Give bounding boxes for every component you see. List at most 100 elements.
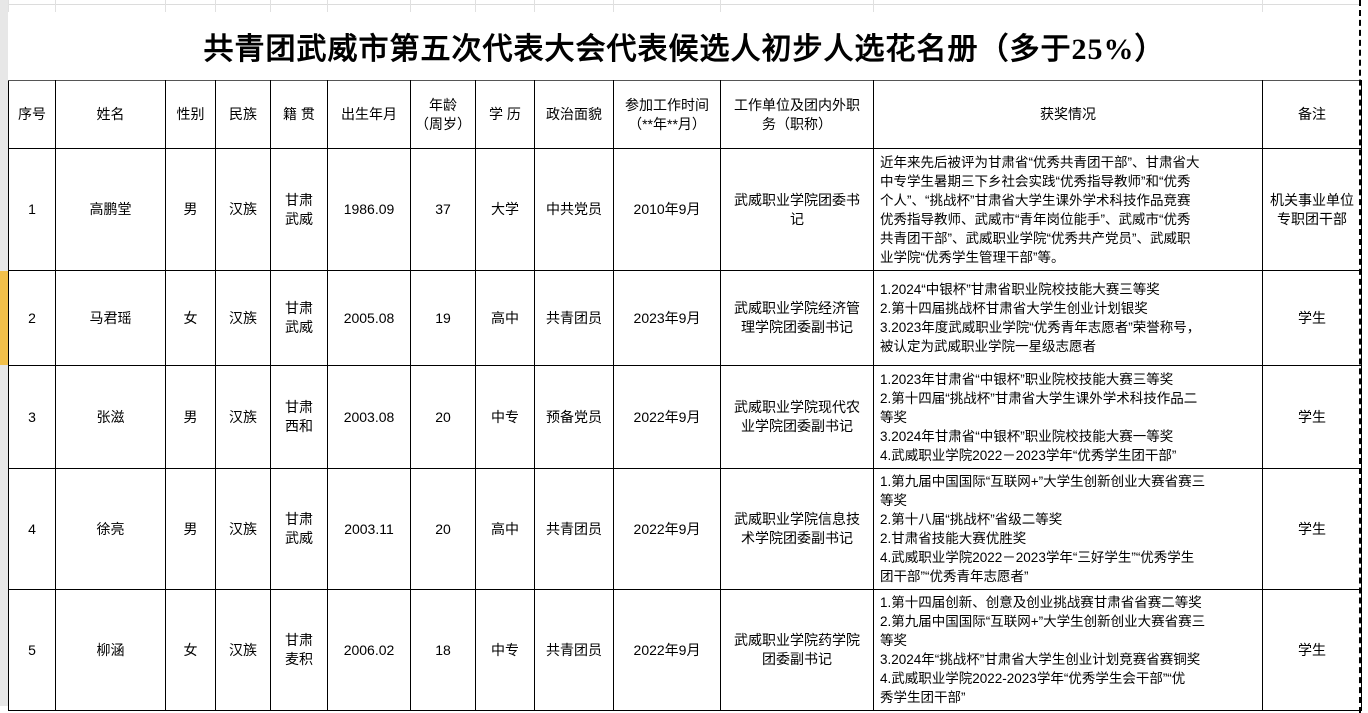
- cell-gender[interactable]: 女: [165, 270, 216, 366]
- cell-name[interactable]: 马君瑶: [55, 270, 166, 366]
- cell-age[interactable]: 20: [410, 468, 476, 590]
- cell-political-status[interactable]: 共青团员: [534, 468, 614, 590]
- cell-ethnicity[interactable]: 汉族: [215, 589, 271, 711]
- col-header-ethnicity[interactable]: 民族: [215, 80, 271, 149]
- top-gridline-vertical: [270, 0, 271, 12]
- cell-native-place[interactable]: 甘肃 麦积: [270, 589, 328, 711]
- cell-name[interactable]: 柳涵: [55, 589, 166, 711]
- cell-remark[interactable]: 学生: [1262, 589, 1362, 711]
- col-header-seq[interactable]: 序号: [8, 80, 56, 149]
- cell-seq[interactable]: 2: [8, 270, 56, 366]
- cell-awards[interactable]: 1.第十四届创新、创意及创业挑战赛甘肃省省赛二等奖 2.第九届中国国际“互联网+…: [873, 589, 1263, 711]
- cell-education[interactable]: 中专: [475, 589, 535, 711]
- cell-awards[interactable]: 1.2023年甘肃省“中银杯”职业院校技能大赛三等奖 2.第十四届“挑战杯”甘肃…: [873, 365, 1263, 469]
- top-gridline-vertical: [55, 0, 56, 12]
- cell-work-start[interactable]: 2022年9月: [613, 589, 721, 711]
- top-gridline-vertical: [215, 0, 216, 12]
- col-header-education[interactable]: 学 历: [475, 80, 535, 149]
- cell-position[interactable]: 武威职业学院经济管理学院团委副书记: [720, 270, 874, 366]
- top-gridline-horizontal: [0, 4, 1360, 5]
- cell-seq[interactable]: 4: [8, 468, 56, 590]
- cell-remark[interactable]: 学生: [1262, 270, 1362, 366]
- cell-political-status[interactable]: 预备党员: [534, 365, 614, 469]
- table-row: 1 高鹏堂 男 汉族 甘肃 武威 1986.09 37 大学 中共党员 2010…: [8, 148, 1362, 271]
- cell-position[interactable]: 武威职业学院现代农业学院团委副书记: [720, 365, 874, 469]
- col-header-name[interactable]: 姓名: [55, 80, 166, 149]
- top-gridline-vertical: [165, 0, 166, 12]
- cell-education[interactable]: 大学: [475, 148, 535, 271]
- cell-birth[interactable]: 2003.08: [327, 365, 411, 469]
- cell-remark[interactable]: 学生: [1262, 365, 1362, 469]
- cell-position[interactable]: 武威职业学院团委书记: [720, 148, 874, 271]
- cell-gender[interactable]: 男: [165, 468, 216, 590]
- cell-gender[interactable]: 男: [165, 365, 216, 469]
- cell-seq[interactable]: 3: [8, 365, 56, 469]
- col-header-age[interactable]: 年龄 （周岁）: [410, 80, 476, 149]
- cell-birth[interactable]: 2003.11: [327, 468, 411, 590]
- page-title[interactable]: 共青团武威市第五次代表大会代表候选人初步人选花名册（多于25%）: [203, 33, 1166, 66]
- cell-age[interactable]: 20: [410, 365, 476, 469]
- cell-position[interactable]: 武威职业学院信息技术学院团委副书记: [720, 468, 874, 590]
- cell-ethnicity[interactable]: 汉族: [215, 468, 271, 590]
- col-header-remark[interactable]: 备注: [1262, 80, 1362, 149]
- top-gridline-vertical: [410, 0, 411, 12]
- cell-education[interactable]: 高中: [475, 468, 535, 590]
- cell-seq[interactable]: 5: [8, 589, 56, 711]
- cell-age[interactable]: 19: [410, 270, 476, 366]
- row-2-gutter-highlight: [0, 271, 8, 365]
- cell-education[interactable]: 中专: [475, 365, 535, 469]
- top-gridline-vertical: [534, 0, 535, 12]
- cell-awards[interactable]: 近年来先后被评为甘肃省“优秀共青团干部”、甘肃省大 中专学生暑期三下乡社会实践“…: [873, 148, 1263, 271]
- cell-gender[interactable]: 男: [165, 148, 216, 271]
- top-gridline-vertical: [873, 0, 874, 12]
- cell-political-status[interactable]: 中共党员: [534, 148, 614, 271]
- cell-education[interactable]: 高中: [475, 270, 535, 366]
- cell-ethnicity[interactable]: 汉族: [215, 365, 271, 469]
- cell-name[interactable]: 张滋: [55, 365, 166, 469]
- cell-name[interactable]: 高鹏堂: [55, 148, 166, 271]
- cell-gender[interactable]: 女: [165, 589, 216, 711]
- cell-native-place[interactable]: 甘肃 武威: [270, 148, 328, 271]
- cell-age[interactable]: 18: [410, 589, 476, 711]
- cell-work-start[interactable]: 2022年9月: [613, 365, 721, 469]
- cell-ethnicity[interactable]: 汉族: [215, 148, 271, 271]
- cell-birth[interactable]: 2006.02: [327, 589, 411, 711]
- cell-awards[interactable]: 1.2024“中银杯”甘肃省职业院校技能大赛三等奖 2.第十四届挑战杯甘肃省大学…: [873, 270, 1263, 366]
- top-gridline-vertical: [1262, 0, 1263, 12]
- cell-birth[interactable]: 1986.09: [327, 148, 411, 271]
- cell-political-status[interactable]: 共青团员: [534, 270, 614, 366]
- top-gridline-vertical: [475, 0, 476, 12]
- col-header-gender[interactable]: 性别: [165, 80, 216, 149]
- cell-work-start[interactable]: 2023年9月: [613, 270, 721, 366]
- cell-work-start[interactable]: 2010年9月: [613, 148, 721, 271]
- cell-position[interactable]: 武威职业学院药学院团委副书记: [720, 589, 874, 711]
- cell-political-status[interactable]: 共青团员: [534, 589, 614, 711]
- col-header-work-start[interactable]: 参加工作时间 （**年**月）: [613, 80, 721, 149]
- col-header-position[interactable]: 工作单位及团内外职 务（职称）: [720, 80, 874, 149]
- table-row: 4 徐亮 男 汉族 甘肃 武威 2003.11 20 高中 共青团员 2022年…: [8, 468, 1362, 590]
- cell-ethnicity[interactable]: 汉族: [215, 270, 271, 366]
- col-header-native-place[interactable]: 籍 贯: [270, 80, 328, 149]
- table-row: 5 柳涵 女 汉族 甘肃 麦积 2006.02 18 中专 共青团员 2022年…: [8, 589, 1362, 711]
- cell-native-place[interactable]: 甘肃 武威: [270, 468, 328, 590]
- cell-remark[interactable]: 机关事业单位专职团干部: [1262, 148, 1362, 271]
- col-header-birth[interactable]: 出生年月: [327, 80, 411, 149]
- cell-awards[interactable]: 1.第九届中国国际“互联网+”大学生创新创业大赛省赛三 等奖 2.第十八届“挑战…: [873, 468, 1263, 590]
- cell-birth[interactable]: 2005.08: [327, 270, 411, 366]
- top-gridline-vertical: [720, 0, 721, 12]
- cell-seq[interactable]: 1: [8, 148, 56, 271]
- col-header-political-status[interactable]: 政治面貌: [534, 80, 614, 149]
- table-row: 3 张滋 男 汉族 甘肃 西和 2003.08 20 中专 预备党员 2022年…: [8, 365, 1362, 469]
- cell-work-start[interactable]: 2022年9月: [613, 468, 721, 590]
- top-gridline-vertical: [8, 0, 9, 12]
- header-row: 序号 姓名 性别 民族 籍 贯 出生年月 年龄 （周岁） 学 历 政治面貌 参加…: [8, 80, 1362, 149]
- cell-remark[interactable]: 学生: [1262, 468, 1362, 590]
- cell-name[interactable]: 徐亮: [55, 468, 166, 590]
- table-row: 2 马君瑶 女 汉族 甘肃 武威 2005.08 19 高中 共青团员 2023…: [8, 270, 1362, 366]
- top-gridline-vertical: [613, 0, 614, 12]
- col-header-awards[interactable]: 获奖情况: [873, 80, 1263, 149]
- page-break-dashed-line: [1359, 0, 1361, 713]
- cell-age[interactable]: 37: [410, 148, 476, 271]
- cell-native-place[interactable]: 甘肃 武威: [270, 270, 328, 366]
- cell-native-place[interactable]: 甘肃 西和: [270, 365, 328, 469]
